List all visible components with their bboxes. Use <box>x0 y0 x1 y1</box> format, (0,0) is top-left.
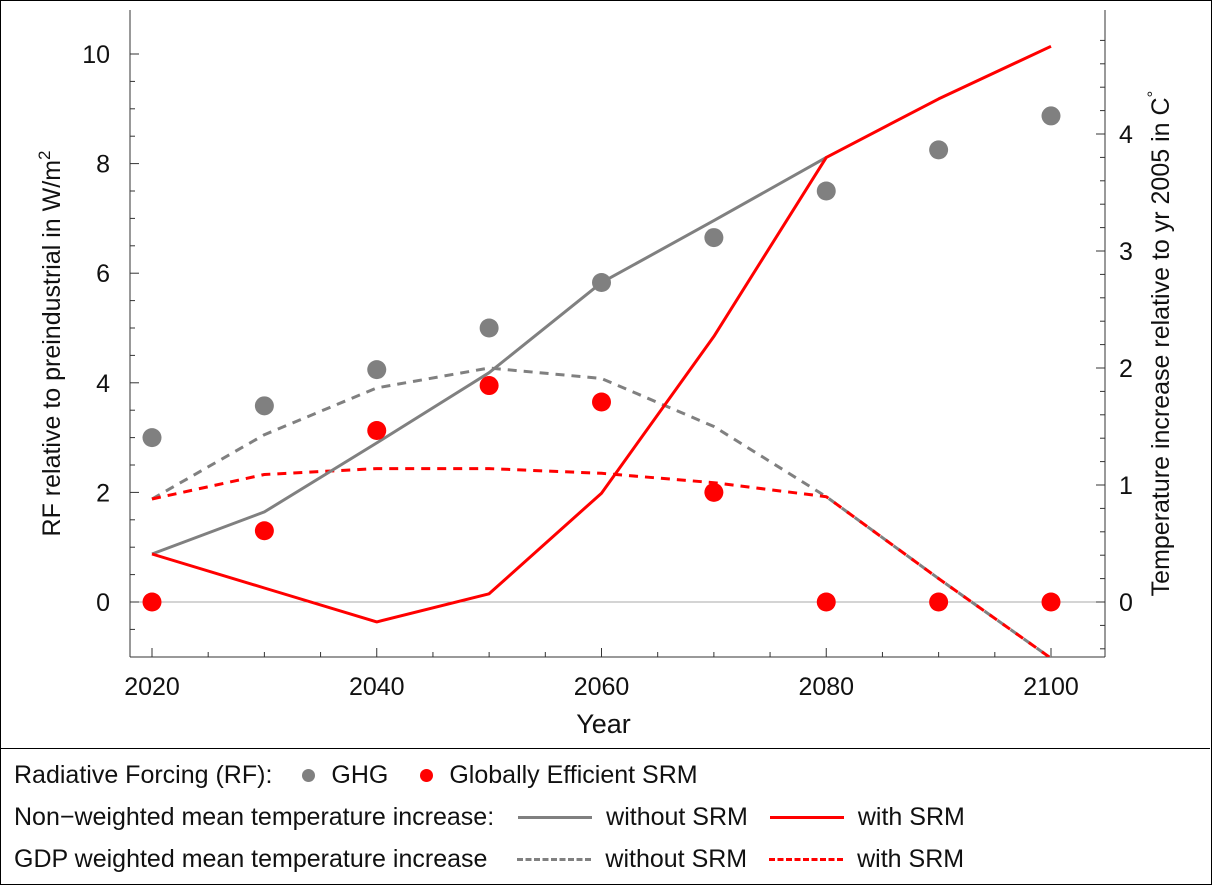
left-tick-label: 2 <box>96 479 110 507</box>
srm-point <box>1041 592 1061 612</box>
ghg-point <box>816 181 836 201</box>
legend-nonweighted-without-key <box>518 815 593 819</box>
right-tick-label: 0 <box>1119 589 1133 617</box>
srm-point <box>929 592 949 612</box>
ghg-point <box>704 228 724 248</box>
legend-srm-marker <box>420 768 434 782</box>
legend-nonweighted-with-key <box>769 815 844 819</box>
ghg-point <box>479 318 499 338</box>
left-tick-label: 0 <box>96 589 110 617</box>
ghg-point <box>142 428 162 448</box>
right-axis-label: Temperature increase relative to yr 2005… <box>1144 91 1175 597</box>
chart-plot: 2020 2040 2060 2080 2100 0 2 4 6 8 10 0 1 2 3 4 Year RF r… <box>35 10 1175 739</box>
legend-row-gdp: GDP weighted mean temperature increase w… <box>14 841 964 877</box>
x-tick-label: 2040 <box>349 673 405 701</box>
srm-point <box>592 392 611 412</box>
legend-gdp-with-key <box>769 857 844 861</box>
legend-srm-label: Globally Efficient SRM <box>449 760 698 789</box>
right-tick-label: 1 <box>1119 472 1133 500</box>
left-tick-label: 6 <box>96 260 110 288</box>
srm-point <box>142 592 162 612</box>
ghg-point <box>254 396 274 416</box>
x-tick-label: 2100 <box>1023 673 1079 701</box>
legend-gdp-with-label: with SRM <box>857 844 965 873</box>
series-line-solid <box>151 156 828 556</box>
axes: 2020 2040 2060 2080 2100 0 2 4 6 8 10 0 1 2 3 4 Year RF r… <box>35 10 1175 739</box>
series-line-dashed <box>151 467 1052 657</box>
legend-ghg-marker <box>302 768 316 782</box>
left-tick-label: 8 <box>96 151 110 179</box>
right-tick-label: 3 <box>1119 238 1133 266</box>
legend-ghg-label: GHG <box>331 760 389 789</box>
left-axis-label: RF relative to preindustrial in W/m2 <box>35 151 66 537</box>
left-axis-label-superscript: 2 <box>35 151 54 160</box>
legend: Radiative Forcing (RF): GHG Globally Eff… <box>0 748 1210 884</box>
legend-rf-label: Radiative Forcing (RF): <box>14 760 273 789</box>
x-tick-label: 2020 <box>124 673 180 701</box>
x-axis-label: Year <box>576 709 631 739</box>
legend-row-nonweighted: Non−weighted mean temperature increase: … <box>14 799 965 835</box>
legend-gdp-without-key <box>517 857 592 861</box>
series-line-solid <box>151 44 1052 624</box>
srm-point <box>704 482 724 502</box>
right-axis-label-superscript: ° <box>1144 91 1163 98</box>
left-tick-label: 10 <box>82 41 110 69</box>
ghg-point <box>1041 106 1061 126</box>
legend-nonweighted-label: Non−weighted mean temperature increase: <box>14 802 495 831</box>
legend-nonweighted-without-label: without SRM <box>606 802 748 831</box>
ghg-point <box>592 273 611 293</box>
ghg-point <box>367 360 387 380</box>
legend-row-rf: Radiative Forcing (RF): GHG Globally Eff… <box>14 757 698 793</box>
srm-point <box>254 521 274 541</box>
right-tick-label: 2 <box>1119 355 1133 383</box>
right-tick-label: 4 <box>1119 121 1133 149</box>
x-tick-label: 2060 <box>574 673 630 701</box>
legend-nonweighted-with-label: with SRM <box>857 802 965 831</box>
x-tick-label: 2080 <box>798 673 854 701</box>
left-tick-label: 4 <box>96 370 110 398</box>
legend-gdp-label: GDP weighted mean temperature increase <box>14 844 488 873</box>
ghg-point <box>929 140 949 160</box>
srm-point <box>479 376 499 396</box>
legend-gdp-without-label: without SRM <box>605 844 748 873</box>
srm-point <box>367 420 387 440</box>
srm-point <box>816 592 836 612</box>
chart-marks <box>142 44 1061 657</box>
series-line-dashed <box>151 366 1052 657</box>
